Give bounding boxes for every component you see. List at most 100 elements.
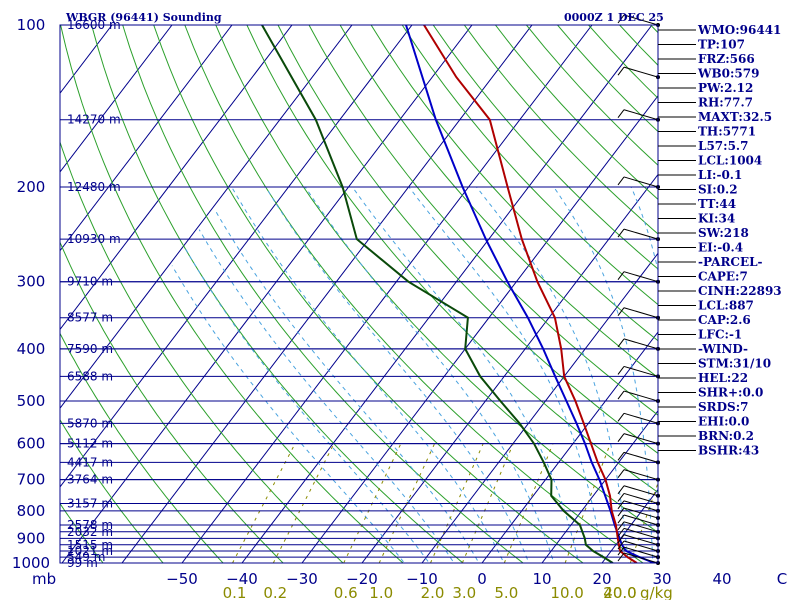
wind-barb-flag — [617, 540, 625, 550]
index-item: TT:44 — [698, 197, 736, 211]
wind-barb — [617, 412, 660, 426]
isotherm-line — [61, 25, 473, 563]
index-item: LFC:-1 — [698, 328, 742, 342]
moist-adiabat-line — [304, 186, 555, 563]
mixing-ratio-tick-label: 0.6 — [334, 584, 358, 600]
parcel-line — [405, 25, 655, 563]
mixing-ratio-tick-label: 1.0 — [369, 584, 393, 600]
height-label: 549 m — [67, 550, 105, 564]
index-item: SW:218 — [698, 226, 749, 240]
wind-barb-flag — [617, 521, 625, 531]
wind-barb-shaft — [623, 451, 659, 463]
pressure-tick-label: 600 — [17, 435, 46, 453]
temperature-tick-label: −40 — [226, 570, 258, 588]
pressure-tick-label: 200 — [17, 178, 46, 196]
dry-adiabat-line — [339, 25, 658, 379]
index-item: TH:5771 — [698, 125, 756, 139]
pressure-tick-label: 400 — [17, 340, 46, 358]
wind-barb-shaft — [623, 469, 659, 481]
dry-adiabat-line — [277, 25, 658, 454]
height-label: 1515 m — [67, 538, 113, 552]
wind-barb-flag — [617, 469, 625, 478]
height-label: 1021 m — [67, 544, 113, 558]
temperature-tick-label: 40 — [712, 570, 731, 588]
wind-barb-flag — [617, 109, 625, 119]
wind-barb-shaft — [623, 14, 659, 26]
dry-adiabat-line — [153, 25, 584, 563]
isotherm-line — [60, 25, 233, 252]
height-label: 2032 m — [67, 525, 113, 539]
mixing-ratio-tick-label: 0.2 — [263, 584, 287, 600]
wind-barb-flag — [617, 507, 625, 517]
isotherm-line — [361, 173, 658, 563]
wind-barb-shaft — [623, 514, 659, 526]
index-item: LCL:1004 — [698, 154, 762, 168]
index-item: -PARCEL- — [698, 255, 763, 269]
wind-barb-flag — [617, 452, 625, 461]
temperature-tick-label: 30 — [652, 570, 671, 588]
height-label: 99 m — [67, 556, 98, 570]
isotherm-line — [60, 25, 353, 409]
index-item: MAXT:32.5 — [698, 110, 772, 124]
dry-adiabat-line — [401, 25, 658, 306]
mixing-ratio-tick-label: 0.1 — [223, 584, 247, 600]
index-item: HEL:22 — [698, 371, 748, 385]
stability-indices: WMO:96441TP:107FRZ:566WB0:579PW:2.12RH:7… — [658, 23, 782, 458]
index-item: EI:-0.4 — [698, 241, 743, 255]
isotherm-line — [421, 252, 658, 563]
index-item: WB0:579 — [697, 67, 759, 81]
dry-adiabat-line — [60, 502, 104, 563]
wind-barb — [617, 469, 660, 482]
mixing-ratio-unit-label: g/kg — [640, 584, 673, 600]
temperature-tick-label: 10 — [532, 570, 551, 588]
wind-barb-flag — [617, 534, 625, 544]
temperature-tick-label: 0 — [477, 570, 487, 588]
wind-barb-flag — [617, 546, 625, 556]
wind-barb — [617, 365, 660, 379]
pressure-tick-label: 900 — [17, 529, 46, 547]
moist-adiabat-line — [408, 186, 605, 563]
plot-frame — [59, 24, 659, 564]
wind-barb-shaft — [623, 390, 659, 402]
isotherm-line — [121, 25, 533, 563]
wind-barb-shaft — [623, 500, 659, 512]
index-item: WMO:96441 — [697, 23, 781, 37]
dry-adiabat-line — [60, 241, 284, 563]
height-label: 5870 m — [67, 416, 113, 430]
wind-barb-flag — [617, 485, 625, 495]
wind-barb-flag — [617, 338, 625, 348]
isotherm-line — [481, 331, 658, 563]
mixing-ratio-tick-label: 10.0 — [550, 584, 583, 600]
temperature-tick-label: −30 — [286, 570, 318, 588]
pressure-tick-label: 700 — [17, 471, 46, 489]
mixing-ratio-line — [232, 443, 296, 563]
wind-barb-shaft — [623, 307, 659, 319]
dry-adiabat-line — [60, 332, 224, 563]
index-item: TP:107 — [698, 38, 745, 52]
wind-barb-shaft — [623, 412, 659, 424]
temperature-tick-label: −20 — [346, 570, 378, 588]
mixing-ratio-tick-label: 40.0 — [603, 584, 636, 600]
wind-barb-shaft — [623, 176, 659, 188]
mixing-ratio-tick-label: 20.0 — [603, 584, 636, 600]
mixing-ratio-line — [564, 443, 611, 563]
index-item: LI:-0.1 — [698, 168, 742, 182]
pressure-tick-label: 300 — [17, 273, 46, 291]
index-item: RH:77.7 — [698, 96, 753, 110]
height-label: 2578 m — [67, 518, 113, 532]
height-label: 8577 m — [67, 311, 113, 325]
wind-barb — [617, 534, 660, 547]
mixing-ratio-tick-label: 5.0 — [494, 584, 518, 600]
wind-barb-flag — [617, 500, 625, 510]
isotherm-line — [241, 25, 653, 563]
wind-barb-shaft — [623, 66, 659, 78]
dry-adiabat-line — [432, 25, 658, 270]
wind-barb-flag — [617, 390, 625, 400]
wind-barb-flag — [617, 176, 625, 186]
wind-barb — [617, 433, 660, 446]
height-label: 3157 m — [67, 496, 113, 510]
index-item: EHI:0.0 — [698, 415, 749, 429]
wind-barb — [617, 492, 660, 506]
index-item: BRN:0.2 — [698, 429, 754, 443]
